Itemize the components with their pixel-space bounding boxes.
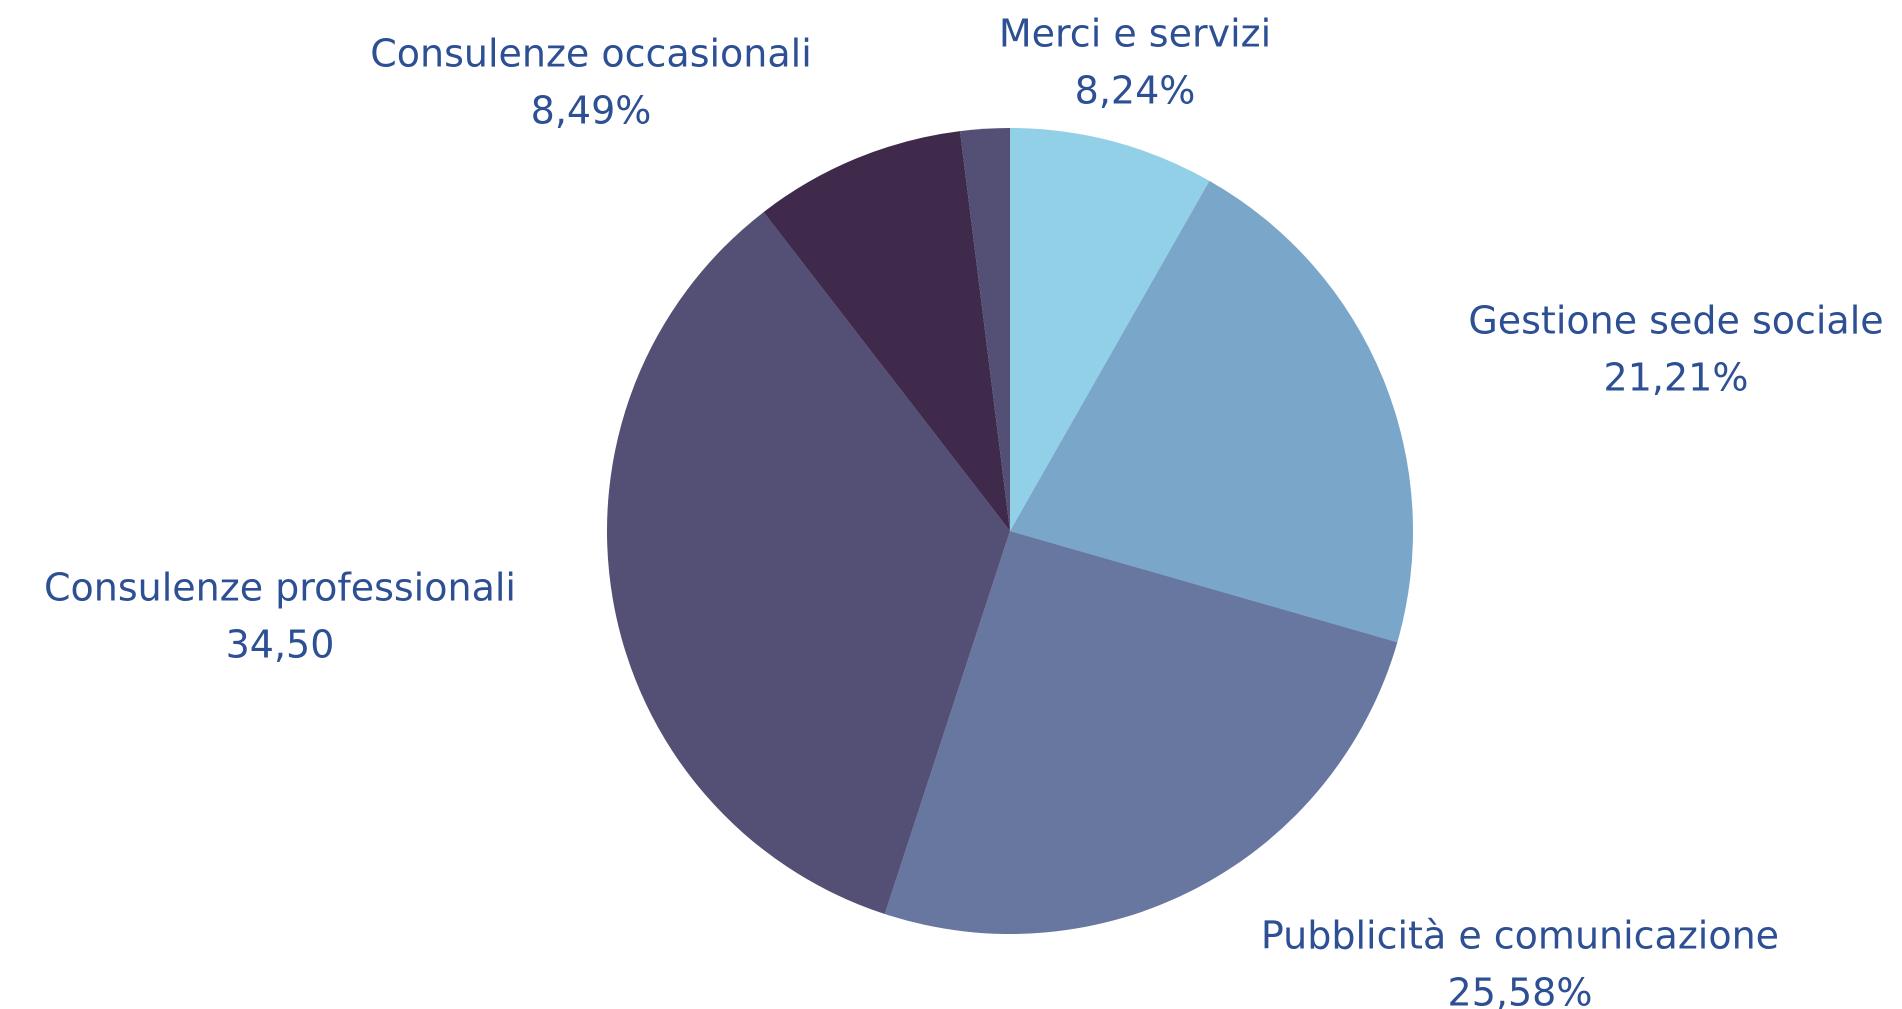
pie-slice: [959, 128, 1010, 531]
slice-value-label: 25,58%: [1448, 971, 1593, 1009]
slice-label: Consulenze occasionali: [370, 32, 812, 76]
slice-value-label: 8,49%: [531, 89, 652, 133]
slice-label: Merci e servizi: [999, 12, 1271, 56]
pie-slice: [1010, 180, 1413, 643]
slice-value-label: 8,24%: [1075, 69, 1196, 113]
pie-slice: [607, 212, 1010, 915]
slice-value-label: 21,21%: [1604, 356, 1749, 400]
pie-slice: [763, 131, 1010, 531]
slice-label: Pubblicità e comunicazione: [1261, 914, 1779, 958]
slice-label: Consulenze professionali: [44, 566, 516, 610]
slice-label: Gestione sede sociale: [1468, 299, 1883, 343]
slice-value-label: 34,50: [226, 623, 335, 667]
pie-slice: [884, 531, 1398, 934]
pie-slice: [1010, 128, 1210, 531]
